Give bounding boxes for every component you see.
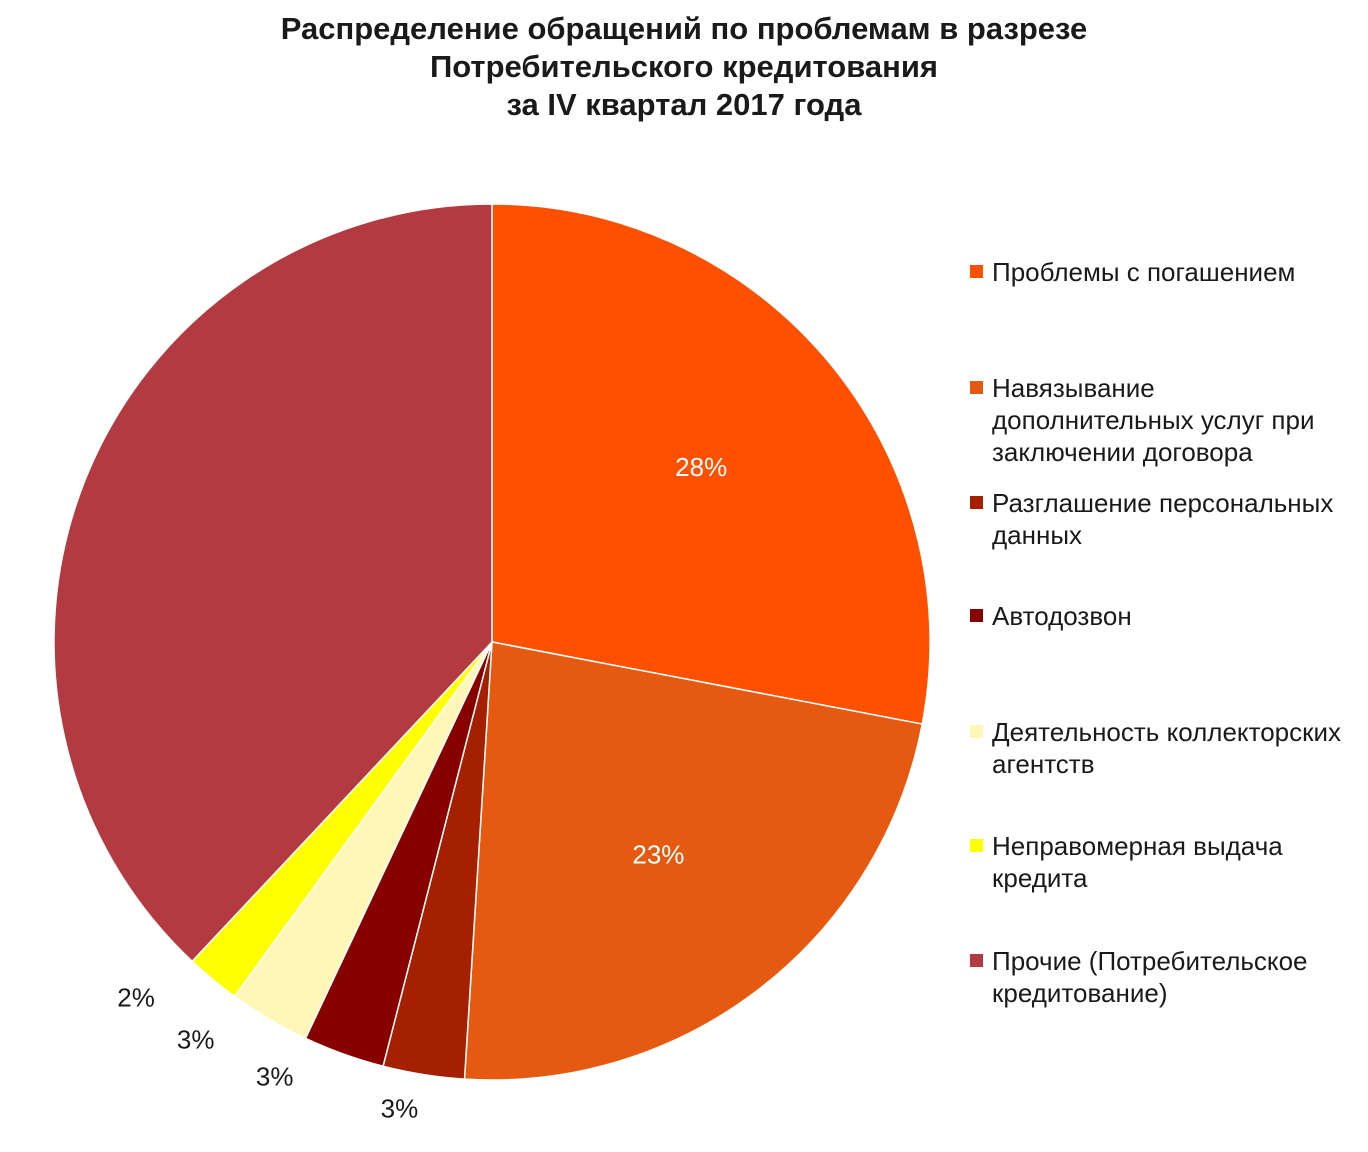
legend-swatch	[970, 609, 983, 622]
slice-value-label-2: 23%	[632, 839, 684, 869]
pie-slice-2	[463, 641, 924, 1081]
legend-swatch	[970, 496, 983, 509]
legend-label: Неправомерная выдача кредита	[992, 831, 1283, 893]
legend-label: Разглашение персональных данных	[992, 488, 1334, 550]
legend-label: Автодозвон	[992, 601, 1132, 631]
legend-label: Деятельность коллекторских агентств	[992, 717, 1342, 779]
pie-slice-7	[53, 203, 493, 963]
chart-title: Распределение обращений по проблемам в р…	[0, 10, 1368, 124]
chart-title-line-1: Распределение обращений по проблемам в р…	[280, 11, 1088, 46]
legend-label: Проблемы с погашением	[992, 257, 1296, 287]
legend-label: Навязывание дополнительных услуг при зак…	[992, 373, 1315, 467]
legend-swatch	[970, 725, 983, 738]
legend-swatch	[970, 954, 983, 967]
slice-value-label-1: 28%	[675, 452, 727, 482]
legend-swatch	[970, 839, 983, 852]
slice-value-label-5: 3%	[177, 1024, 215, 1054]
legend-swatch	[970, 265, 983, 278]
chart-title-line-3: за IV квартал 2017 года	[506, 87, 862, 122]
chart-legend: Проблемы с погашением Навязывание дополни…	[970, 0, 1368, 1152]
slice-value-label-4: 3%	[256, 1062, 294, 1092]
legend-swatch	[970, 381, 983, 394]
legend-label: Прочие (Потребительское кредитование)	[992, 946, 1308, 1008]
pie-slice-1	[491, 203, 931, 725]
slice-value-label-3: 3%	[381, 1093, 419, 1123]
chart-title-line-2: Потребительского кредитования	[429, 49, 938, 84]
slice-value-label-6: 2%	[117, 983, 155, 1013]
